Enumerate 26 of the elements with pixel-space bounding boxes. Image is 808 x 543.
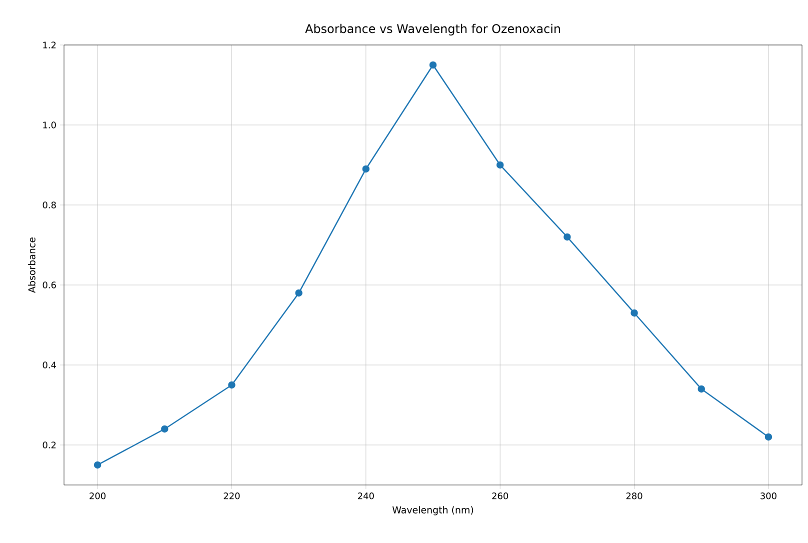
x-tick-label: 220 [224, 492, 240, 500]
point [228, 381, 236, 389]
x-tick-label: 240 [358, 492, 374, 500]
y-tick-label: 0.4 [42, 362, 56, 368]
point [295, 289, 302, 297]
point [764, 433, 772, 441]
y-axis-title: Absorbance [28, 238, 36, 293]
y-tick-label: 1.2 [43, 42, 56, 48]
point [630, 309, 638, 317]
y-tick-label: 0.6 [42, 282, 56, 288]
chart-title: Absorbance vs Wavelength for Ozenoxacin [305, 24, 560, 36]
point [362, 165, 370, 173]
x-tick-label: 280 [626, 492, 642, 500]
point [429, 61, 437, 69]
y-tick-label: 0.2 [42, 442, 56, 448]
y-tick-label: 0.8 [42, 202, 56, 208]
x-axis-title: Wavelength (nm) [392, 506, 474, 516]
point [698, 385, 706, 393]
point [496, 161, 504, 169]
point [161, 425, 168, 433]
x-tick-label: 200 [90, 492, 106, 500]
x-tick-label: 260 [492, 492, 508, 500]
point [564, 233, 571, 241]
point [94, 461, 102, 469]
x-tick-label: 300 [760, 492, 776, 500]
y-tick-label: 1.0 [43, 122, 56, 128]
